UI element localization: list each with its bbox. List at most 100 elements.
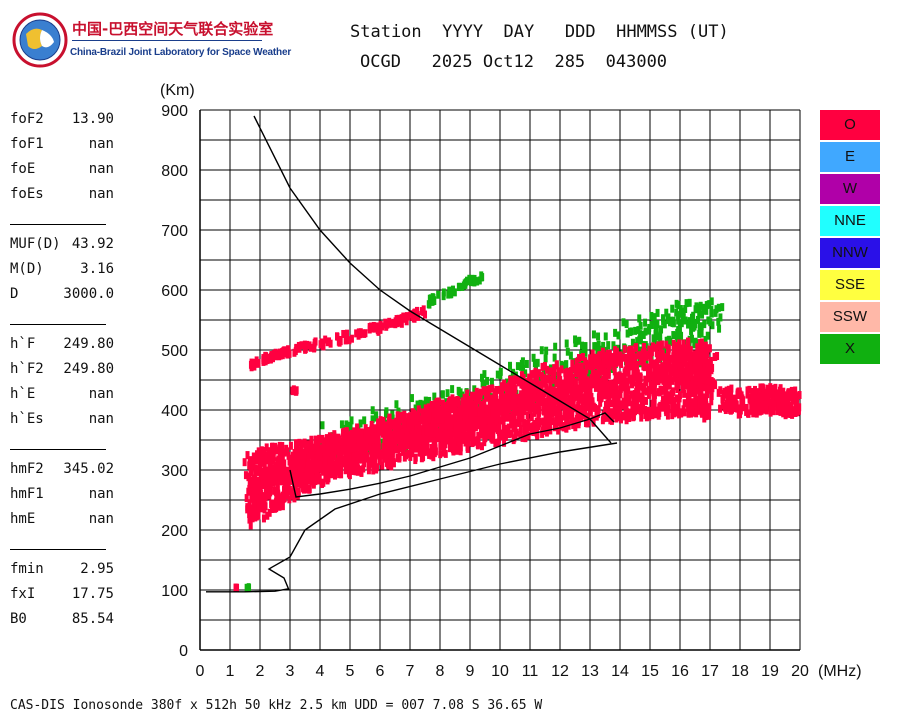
echo-mark-o bbox=[369, 445, 374, 454]
echo-mark-o bbox=[253, 508, 258, 517]
echo-mark-o bbox=[638, 351, 643, 360]
echo-mark-o bbox=[624, 379, 629, 388]
echo-mark-x bbox=[710, 321, 715, 330]
echo-mark-o bbox=[677, 377, 682, 386]
echo-mark-o bbox=[660, 372, 665, 381]
echo-mark-o bbox=[655, 372, 660, 381]
echo-mark-o bbox=[735, 404, 740, 413]
echo-mark-x bbox=[383, 410, 388, 419]
echo-mark-o bbox=[414, 443, 419, 452]
echo-mark-o bbox=[569, 379, 574, 388]
echo-mark-o bbox=[331, 434, 336, 443]
echo-mark-o bbox=[276, 470, 281, 479]
echo-mark-x bbox=[562, 361, 567, 370]
echo-mark-x bbox=[535, 358, 540, 367]
echo-mark-o bbox=[576, 363, 581, 372]
echo-mark-o bbox=[344, 449, 349, 458]
echo-mark-o bbox=[590, 354, 595, 363]
echo-mark-o bbox=[380, 429, 385, 438]
echo-mark-o bbox=[366, 457, 371, 466]
echo-mark-o bbox=[452, 438, 457, 447]
echo-mark-x bbox=[498, 367, 503, 376]
echo-mark-o bbox=[680, 344, 685, 353]
echo-mark-o bbox=[564, 424, 569, 433]
echo-mark-o bbox=[689, 409, 694, 418]
echo-mark-o bbox=[290, 462, 295, 471]
echo-mark-o bbox=[735, 391, 740, 400]
echo-mark-x bbox=[700, 310, 705, 319]
echo-mark-o bbox=[659, 350, 664, 359]
echo-mark-o bbox=[609, 408, 614, 417]
echo-mark-o bbox=[601, 359, 606, 368]
echo-mark-o bbox=[401, 445, 406, 454]
echo-mark-o bbox=[341, 434, 346, 443]
echo-mark-o bbox=[792, 408, 797, 417]
echo-mark-o bbox=[437, 415, 442, 424]
echo-mark-o bbox=[329, 435, 334, 444]
echo-mark-o bbox=[596, 380, 601, 389]
echo-mark-o bbox=[519, 390, 524, 399]
echo-mark-o bbox=[380, 461, 385, 470]
echo-mark-o bbox=[430, 428, 435, 437]
echo-mark-x bbox=[704, 306, 709, 315]
echo-mark-o bbox=[462, 393, 467, 402]
echo-mark-o bbox=[527, 384, 532, 393]
echo-mark-o bbox=[375, 450, 380, 459]
echo-mark-o bbox=[356, 464, 361, 473]
echo-mark-o bbox=[297, 438, 302, 447]
echo-mark-x bbox=[698, 301, 703, 310]
echo-mark-o bbox=[505, 427, 510, 436]
echo-mark-o bbox=[657, 350, 662, 359]
echo-mark-o bbox=[575, 417, 580, 426]
echo-mark-o bbox=[248, 521, 253, 530]
echo-mark-o bbox=[315, 442, 320, 451]
echo-mark-o bbox=[477, 389, 482, 398]
echo-mark-o bbox=[775, 389, 780, 398]
legend-item-e: E bbox=[820, 142, 880, 172]
echo-mark-o bbox=[490, 422, 495, 431]
echo-mark-o bbox=[482, 387, 487, 396]
echo-mark-o bbox=[414, 424, 419, 433]
echo-mark-o bbox=[310, 470, 315, 479]
x-tick-label: 13 bbox=[581, 663, 599, 680]
echo-mark-o bbox=[356, 331, 361, 340]
header-values: OCGD 2025 Oct12 285 043000 bbox=[360, 52, 668, 72]
echo-mark-o bbox=[546, 404, 551, 413]
echo-mark-x bbox=[662, 320, 667, 329]
echo-mark-o bbox=[537, 408, 542, 417]
echo-mark-x bbox=[695, 303, 700, 312]
echo-mark-x bbox=[505, 378, 510, 387]
echo-mark-o bbox=[497, 385, 502, 394]
echo-mark-o bbox=[596, 365, 601, 374]
echo-mark-o bbox=[544, 383, 549, 392]
echo-mark-o bbox=[400, 431, 405, 440]
echo-mark-o bbox=[613, 346, 618, 355]
echo-mark-x bbox=[485, 376, 490, 385]
echo-mark-x bbox=[550, 382, 555, 391]
echo-mark-o bbox=[631, 412, 636, 421]
echo-mark-o bbox=[491, 431, 496, 440]
echo-mark-o bbox=[542, 362, 547, 371]
echo-mark-o bbox=[604, 356, 609, 365]
echo-mark-o bbox=[663, 368, 668, 377]
echo-mark-x bbox=[638, 321, 643, 330]
echo-mark-o bbox=[354, 457, 359, 466]
echo-mark-x bbox=[717, 324, 722, 333]
echo-mark-x bbox=[716, 317, 721, 326]
echo-mark-o bbox=[571, 373, 576, 382]
echo-mark-o bbox=[747, 385, 752, 394]
echo-mark-o bbox=[309, 435, 314, 444]
echo-mark-o bbox=[347, 336, 352, 345]
echo-mark-o bbox=[278, 449, 283, 458]
echo-mark-o bbox=[539, 392, 544, 401]
echo-mark-o bbox=[303, 344, 308, 353]
echo-mark-o bbox=[497, 401, 502, 410]
echo-mark-o bbox=[263, 502, 268, 511]
echo-mark-o bbox=[506, 387, 511, 396]
echo-mark-o bbox=[782, 404, 787, 413]
echo-mark-o bbox=[612, 381, 617, 390]
echo-mark-o bbox=[309, 443, 314, 452]
echo-mark-o bbox=[502, 401, 507, 410]
echo-mark-o bbox=[569, 367, 574, 376]
echo-mark-o bbox=[573, 378, 578, 387]
